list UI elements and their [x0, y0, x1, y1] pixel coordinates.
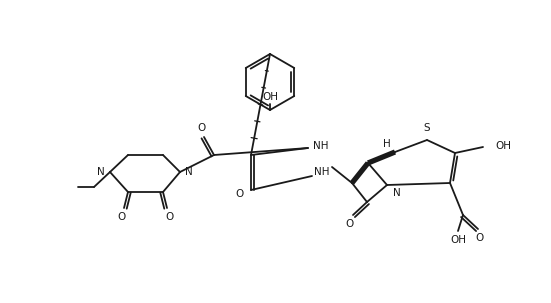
- Text: NH: NH: [313, 141, 328, 151]
- Text: OH: OH: [450, 235, 466, 245]
- Text: OH: OH: [262, 92, 278, 102]
- Text: N: N: [185, 167, 193, 177]
- Text: O: O: [165, 212, 173, 222]
- Text: N: N: [393, 188, 401, 198]
- Text: O: O: [476, 233, 484, 243]
- Text: N: N: [97, 167, 105, 177]
- Text: S: S: [424, 123, 430, 133]
- Text: NH: NH: [314, 167, 329, 177]
- Text: O: O: [235, 189, 243, 199]
- Text: H: H: [383, 139, 391, 149]
- Text: OH: OH: [495, 141, 511, 151]
- Text: O: O: [118, 212, 126, 222]
- Text: O: O: [346, 219, 354, 229]
- Text: O: O: [197, 123, 205, 133]
